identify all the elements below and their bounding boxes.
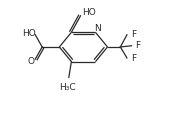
Text: H₃C: H₃C xyxy=(59,83,75,92)
Text: HO: HO xyxy=(82,8,95,17)
Text: F: F xyxy=(131,54,136,63)
Text: F: F xyxy=(135,41,140,50)
Text: O: O xyxy=(28,56,35,66)
Text: HO: HO xyxy=(22,29,36,38)
Text: F: F xyxy=(131,30,136,39)
Text: N: N xyxy=(94,24,101,33)
